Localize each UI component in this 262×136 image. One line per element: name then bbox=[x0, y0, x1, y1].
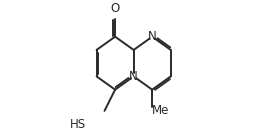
Text: N: N bbox=[148, 30, 157, 43]
Text: N: N bbox=[129, 70, 138, 83]
Text: HS: HS bbox=[70, 118, 86, 131]
Text: Me: Me bbox=[152, 104, 170, 117]
Text: O: O bbox=[111, 2, 120, 16]
